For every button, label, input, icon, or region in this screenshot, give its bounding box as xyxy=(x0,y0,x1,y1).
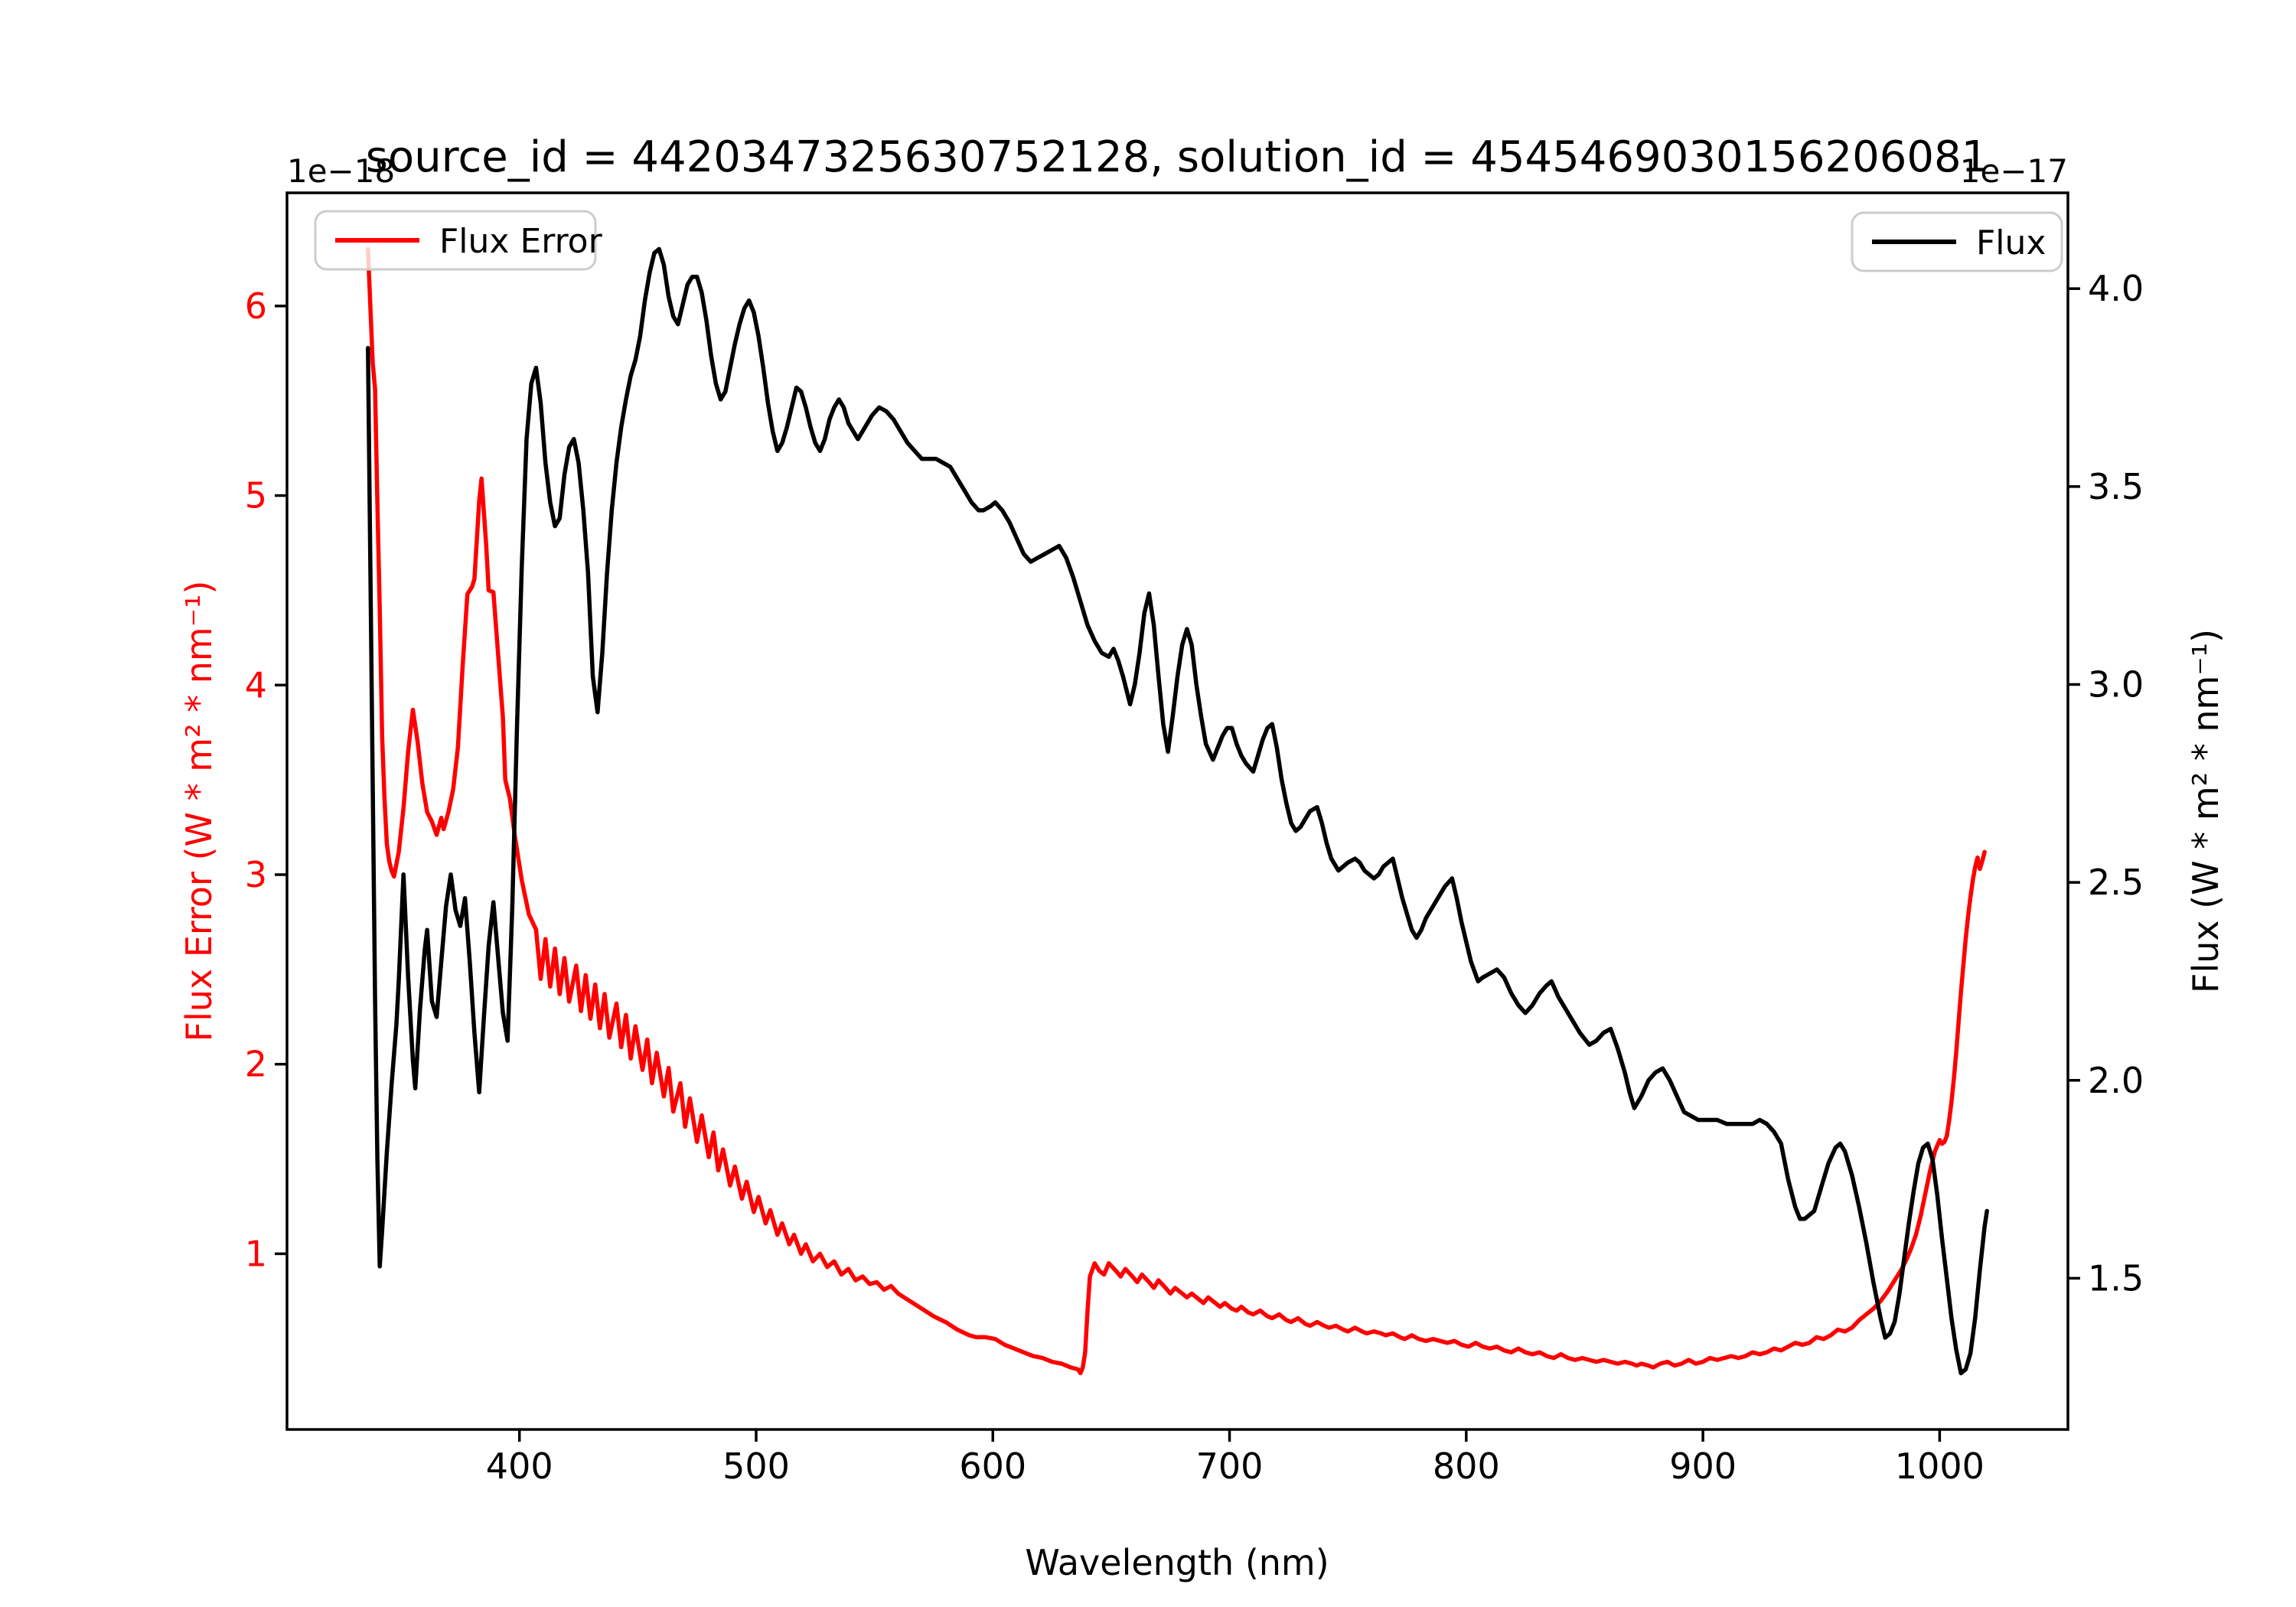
left-tick-label: 4 xyxy=(245,664,267,706)
x-tick-label: 900 xyxy=(1669,1446,1737,1487)
left-axis-label: Flux Error (W * m² * nm⁻¹) xyxy=(178,581,220,1042)
axis-ticks: 400 500 600 700 800 900 1000 1 2 3 4 5 6 1.5 2.0 2.5 3.0… xyxy=(245,268,2144,1487)
curve-area xyxy=(366,246,1989,1376)
right-tick-label: 2.5 xyxy=(2088,862,2144,903)
right-axis-offset: 1e−17 xyxy=(1960,152,2068,190)
legend-label: Flux Error xyxy=(439,222,603,261)
legend-box xyxy=(314,210,597,271)
right-tick-label: 3.0 xyxy=(2088,663,2144,705)
x-tick-label: 500 xyxy=(722,1446,790,1487)
left-tick-label: 2 xyxy=(245,1044,267,1085)
series-flux xyxy=(366,246,1989,1376)
right-tick-label: 2.0 xyxy=(2088,1060,2144,1101)
series-flux-error xyxy=(366,246,1987,1376)
x-tick-label: 600 xyxy=(959,1446,1026,1487)
legend-flux: Flux xyxy=(1851,211,2063,272)
legend-label: Flux xyxy=(1976,223,2046,262)
left-tick-label: 1 xyxy=(245,1233,267,1274)
chart-title: source_id = 4420347325630752128, solutio… xyxy=(366,132,1988,182)
left-axis-offset: 1e−18 xyxy=(287,152,395,190)
plot-frame xyxy=(285,191,2069,1431)
x-tick-label: 700 xyxy=(1196,1446,1264,1487)
right-tick-label: 4.0 xyxy=(2088,268,2144,309)
right-tick-label: 3.5 xyxy=(2088,466,2144,507)
x-tick-label: 1000 xyxy=(1895,1446,1985,1487)
right-tick-label: 1.5 xyxy=(2088,1257,2144,1299)
left-tick-label: 5 xyxy=(245,475,267,517)
right-axis-label: Flux (W * m² * nm⁻¹) xyxy=(2185,629,2226,993)
x-tick-label: 800 xyxy=(1433,1446,1500,1487)
x-tick-label: 400 xyxy=(486,1446,553,1487)
x-axis-label: Wavelength (nm) xyxy=(1025,1542,1329,1583)
legend-flux-error: Flux Error xyxy=(314,210,603,271)
left-tick-label: 6 xyxy=(245,285,267,327)
left-tick-label: 3 xyxy=(245,854,267,895)
legend-box xyxy=(1851,211,2063,272)
